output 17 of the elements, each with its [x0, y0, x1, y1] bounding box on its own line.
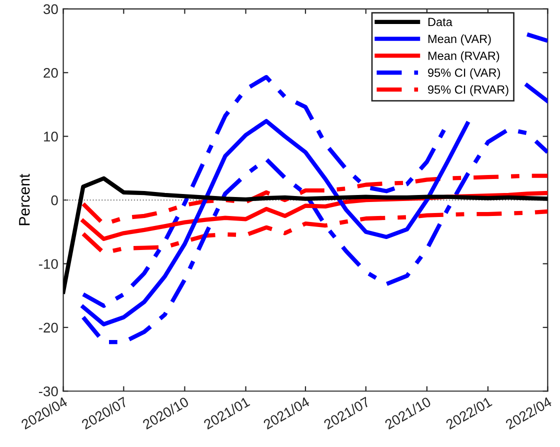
legend-label: Data	[428, 18, 452, 26]
line-series	[63, 176, 548, 294]
legend-label: Mean (RVAR)	[428, 51, 500, 62]
y-tick-label: 10	[44, 132, 58, 142]
y-tick-label: -30	[38, 386, 58, 396]
y-tick-label: 0	[51, 195, 58, 206]
line-series	[81, 174, 548, 226]
line-series	[81, 209, 548, 255]
legend-label: 95% CI (VAR)	[428, 68, 500, 80]
y-tick-label: 30	[44, 4, 58, 14]
line-series	[81, 127, 548, 344]
y-axis-title: Percent	[19, 174, 30, 226]
y-tick-label: 20	[44, 68, 58, 78]
y-tick-label: -10	[38, 259, 58, 269]
y-tick-label: -20	[38, 322, 58, 333]
legend-label: 95% CI (RVAR)	[428, 85, 508, 96]
legend-label: Mean (VAR)	[428, 34, 491, 46]
